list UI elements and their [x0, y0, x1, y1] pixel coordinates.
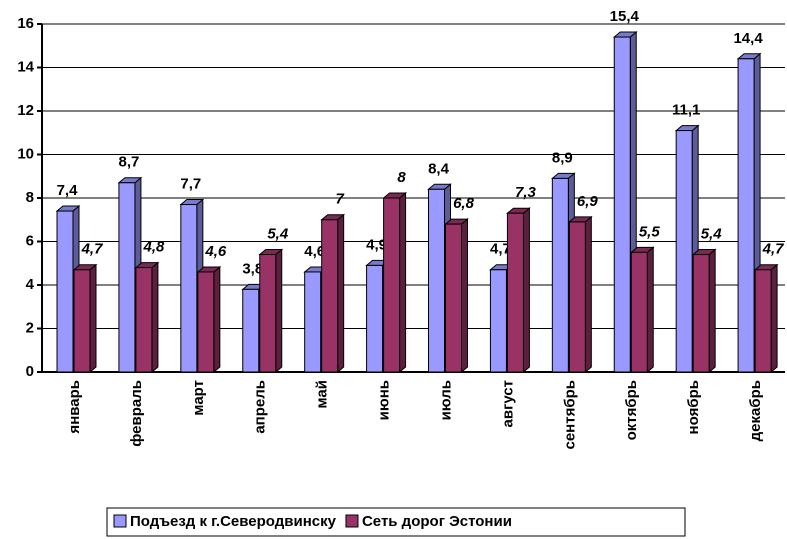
- bar: [489, 269, 507, 373]
- value-label: 15,4: [610, 8, 640, 25]
- y-tick-label: 16: [17, 15, 34, 32]
- y-tick-label: 14: [17, 58, 34, 75]
- value-label: 14,4: [733, 30, 763, 47]
- bar: [259, 254, 277, 373]
- bar: [428, 188, 445, 373]
- value-label: 8: [397, 169, 406, 186]
- y-tick-label: 4: [26, 276, 35, 293]
- x-tick-label: февраль: [128, 380, 145, 447]
- bar: [135, 267, 153, 373]
- bar: [692, 254, 710, 373]
- bar: [506, 212, 524, 373]
- x-tick-label: май: [314, 380, 331, 408]
- bar-side: [708, 248, 716, 374]
- bar: [180, 204, 198, 373]
- bar-side: [213, 265, 221, 374]
- value-label: 4,8: [142, 239, 165, 256]
- value-label: 4,6: [304, 243, 325, 260]
- x-tick-label: ноябрь: [685, 380, 702, 434]
- bar: [445, 223, 462, 373]
- value-label: 6,8: [453, 195, 475, 212]
- bar: [118, 182, 136, 373]
- value-label: 4,7: [81, 241, 104, 258]
- bar-side: [461, 218, 468, 374]
- bar: [754, 269, 772, 373]
- value-label: 7: [335, 191, 344, 208]
- x-tick-label: январь: [66, 380, 83, 434]
- bar: [383, 197, 401, 373]
- bar: [551, 177, 569, 373]
- x-tick-label: декабрь: [747, 380, 764, 441]
- bar: [304, 271, 322, 373]
- value-label: 3,8: [242, 260, 263, 277]
- bar: [630, 251, 648, 373]
- x-tick-label: октябрь: [623, 380, 640, 440]
- bar: [366, 264, 384, 373]
- bar-side: [275, 248, 283, 374]
- value-label: 7,3: [515, 184, 537, 201]
- value-label: 8,7: [118, 154, 139, 171]
- bar: [737, 58, 755, 373]
- value-label: 4,9: [366, 236, 387, 253]
- y-tick-label: 12: [17, 102, 34, 119]
- value-label: 7,4: [57, 182, 79, 199]
- value-label: 4,7: [762, 241, 785, 258]
- bar-side: [151, 261, 159, 374]
- legend-box: [106, 507, 686, 537]
- value-label: 4,7: [490, 241, 511, 258]
- y-tick-label: 6: [26, 232, 34, 249]
- bar-side: [399, 191, 407, 374]
- bar: [197, 271, 215, 373]
- value-label: 8,9: [552, 149, 573, 166]
- legend-label: Подъезд к г.Северодвинску: [130, 513, 337, 530]
- x-tick-label: август: [499, 380, 516, 427]
- y-tick-label: 10: [17, 145, 34, 162]
- value-label: 8,4: [428, 160, 450, 177]
- legend-swatch: [345, 514, 359, 528]
- bar: [73, 269, 91, 373]
- x-tick-label: апрель: [252, 380, 269, 434]
- bar: [568, 221, 586, 373]
- value-label: 4,6: [204, 243, 227, 260]
- value-label: 6,9: [577, 193, 599, 210]
- bar: [56, 210, 74, 373]
- x-tick-label: сентябрь: [561, 380, 578, 450]
- value-label: 7,7: [180, 175, 201, 192]
- legend-label: Сеть дорог Эстонии: [362, 513, 512, 530]
- legend-swatch: [113, 514, 127, 528]
- bar: [613, 36, 631, 373]
- value-label: 5,4: [267, 226, 289, 243]
- value-label: 5,4: [701, 226, 723, 243]
- bar-side: [89, 263, 97, 374]
- value-label: 5,5: [639, 223, 661, 240]
- bar-side: [337, 213, 345, 374]
- bar-side: [522, 207, 530, 374]
- bar: [242, 288, 260, 373]
- bar: [321, 219, 339, 373]
- x-tick-label: июнь: [376, 380, 393, 420]
- y-tick-label: 2: [26, 319, 34, 336]
- bar: [675, 130, 693, 373]
- y-tick-label: 0: [26, 363, 34, 380]
- y-tick-label: 8: [26, 189, 34, 206]
- bar-side: [646, 246, 654, 374]
- bar-side: [770, 263, 778, 374]
- x-tick-label: март: [190, 380, 207, 416]
- value-label: 11,1: [672, 102, 700, 119]
- bar-side: [584, 215, 592, 374]
- x-tick-label: июль: [437, 380, 454, 420]
